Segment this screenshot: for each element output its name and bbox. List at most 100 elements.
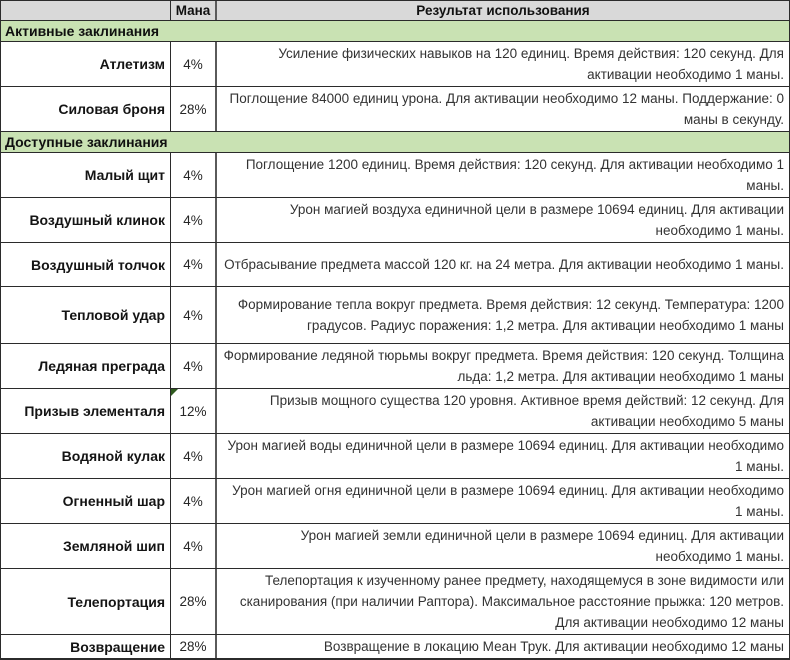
spell-name: Огненный шар [62,493,165,509]
mana-cell[interactable]: 4% [170,243,215,286]
result-cell[interactable]: Урон магией воды единичной цели в размер… [215,434,789,478]
table-row: Тепловой удар 4% Формирование тепла вокр… [1,287,789,344]
mana-value: 4% [183,358,203,374]
spell-name: Ледяная преграда [38,358,165,374]
result-text: Поглощение 84000 единиц урона. Для актив… [229,91,784,127]
result-text: Поглощение 1200 единиц. Время действия: … [245,157,784,193]
spell-name-cell[interactable]: Ледяная преграда [1,344,170,388]
result-cell[interactable]: Призыв мощного существа 120 уровня. Акти… [215,389,789,433]
mana-value: 28% [179,101,207,117]
spell-name: Телепортация [67,593,165,610]
result-text: Урон магией земли единичной цели в разме… [300,528,784,564]
mana-cell[interactable]: 4% [170,42,215,86]
table-row: Атлетизм 4% Усиление физических навыков … [1,42,789,87]
result-text: Возвращение в локацию Меан Трук. Для акт… [323,639,784,654]
spell-name: Силовая броня [58,101,165,117]
spell-name: Призыв элементаля [24,403,165,419]
header-cell-result: Результат использования [215,1,789,20]
mana-cell[interactable]: 4% [170,287,215,343]
result-cell[interactable]: Поглощение 1200 единиц. Время действия: … [215,153,789,197]
mana-value: 4% [183,212,203,228]
result-text: Урон магией воды единичной цели в размер… [227,438,784,474]
spell-name: Воздушный клинок [29,212,165,228]
result-cell[interactable]: Урон магией земли единичной цели в разме… [215,524,789,568]
mana-value: 28% [179,594,207,609]
table-header-row: Мана Результат использования [1,1,789,21]
mana-value: 4% [183,307,203,323]
result-cell[interactable]: Поглощение 84000 единиц урона. Для актив… [215,87,789,131]
mana-cell[interactable]: 4% [170,479,215,523]
mana-cell[interactable]: 4% [170,344,215,388]
spell-name: Малый щит [84,167,165,183]
result-text: Усиление физических навыков на 120 едини… [278,46,784,82]
mana-cell[interactable]: 28% [170,635,215,658]
result-text: Формирование тепла вокруг предмета. Врем… [237,297,784,333]
table-row: Призыв элементаля 12% Призыв мощного сущ… [1,389,789,434]
spell-name-cell[interactable]: Земляной шип [1,524,170,568]
spell-name-cell[interactable]: Атлетизм [1,42,170,86]
mana-cell[interactable]: 12% [170,389,215,433]
result-text: Призыв мощного существа 120 уровня. Акти… [269,393,784,429]
spell-name-cell[interactable]: Малый щит [1,153,170,197]
mana-cell[interactable]: 4% [170,198,215,242]
spell-name: Земляной шип [62,538,165,554]
spell-name-cell[interactable]: Возвращение [1,635,170,658]
mana-cell[interactable]: 4% [170,153,215,197]
table-row: Воздушный толчок 4% Отбрасывание предмет… [1,243,789,287]
section-label: Доступные заклинания [5,134,168,150]
mana-value: 4% [183,167,203,183]
spell-name-cell[interactable]: Воздушный клинок [1,198,170,242]
mana-value: 28% [179,639,207,654]
table-row: Водяной кулак 4% Урон магией воды единич… [1,434,789,479]
result-text: Урон магией огня единичной цели в размер… [232,483,784,519]
mana-cell[interactable]: 28% [170,569,215,634]
mana-cell[interactable]: 4% [170,434,215,478]
section-row: Доступные заклинания [1,132,789,153]
mana-value: 4% [183,448,203,464]
result-text: Телепортация к изученному ранее предмету… [239,573,784,630]
section-label: Активные заклинания [5,23,159,39]
spell-name-cell[interactable]: Телепортация [1,569,170,634]
mana-value: 4% [183,493,203,509]
spell-name: Водяной кулак [61,448,165,464]
table-row: Ледяная преграда 4% Формирование ледяной… [1,344,789,389]
mana-cell[interactable]: 4% [170,524,215,568]
mana-cell[interactable]: 28% [170,87,215,131]
table-row: Воздушный клинок 4% Урон магией воздуха … [1,198,789,243]
result-cell[interactable]: Усиление физических навыков на 120 едини… [215,42,789,86]
table-row: Малый щит 4% Поглощение 1200 единиц. Вре… [1,153,789,198]
result-text: Формирование ледяной тюрьмы вокруг предм… [223,348,784,384]
spell-name-cell[interactable]: Призыв элементаля [1,389,170,433]
table-row: Земляной шип 4% Урон магией земли единич… [1,524,789,569]
spell-name-cell[interactable]: Водяной кулак [1,434,170,478]
spell-name-cell[interactable]: Тепловой удар [1,287,170,343]
result-cell[interactable]: Возвращение в локацию Меан Трук. Для акт… [215,635,789,658]
result-cell[interactable]: Урон магией огня единичной цели в размер… [215,479,789,523]
result-text: Урон магией воздуха единичной цели в раз… [289,202,784,238]
table-row: Телепортация 28% Телепортация к изученно… [1,569,789,635]
spell-name-cell[interactable]: Воздушный толчок [1,243,170,286]
result-text: Отбрасывание предмета массой 120 кг. на … [224,257,784,272]
result-cell[interactable]: Формирование тепла вокруг предмета. Врем… [215,287,789,343]
spell-name: Возвращение [70,638,165,655]
spell-name-cell[interactable]: Огненный шар [1,479,170,523]
table-row: Силовая броня 28% Поглощение 84000 едини… [1,87,789,132]
mana-value: 4% [183,257,203,272]
table-row: Возвращение 28% Возвращение в локацию Ме… [1,635,789,658]
result-cell[interactable]: Телепортация к изученному ранее предмету… [215,569,789,634]
header-cell-name [1,1,170,20]
spell-name: Тепловой удар [61,307,166,323]
header-cell-mana: Мана [170,1,215,20]
mana-value: 4% [183,538,203,554]
mana-value: 4% [183,56,203,72]
result-cell[interactable]: Отбрасывание предмета массой 120 кг. на … [215,243,789,286]
table-row: Огненный шар 4% Урон магией огня единичн… [1,479,789,524]
comment-indicator-icon [171,389,178,396]
result-cell[interactable]: Формирование ледяной тюрьмы вокруг предм… [215,344,789,388]
section-row: Активные заклинания [1,21,789,42]
result-cell[interactable]: Урон магией воздуха единичной цели в раз… [215,198,789,242]
mana-value: 12% [179,403,207,419]
spell-name: Воздушный толчок [31,256,165,273]
spell-name-cell[interactable]: Силовая броня [1,87,170,131]
